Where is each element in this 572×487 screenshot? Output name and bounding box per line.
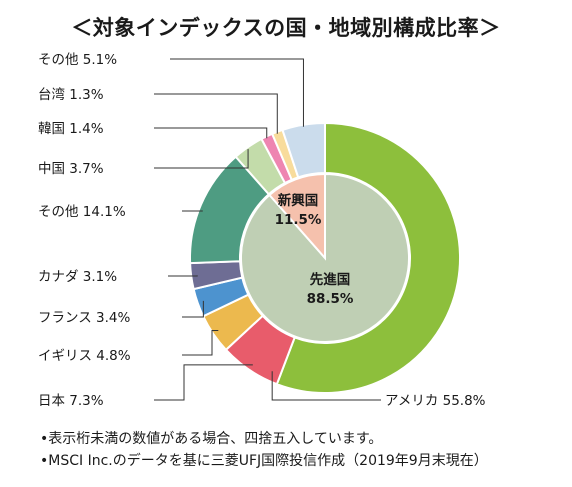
outer-label-6: その他 14.1% [38, 204, 126, 220]
outer-label-7: 中国 3.7% [38, 161, 104, 177]
inner-label-2: 新興国 11.5% [275, 192, 322, 228]
inner-slice-2 [268, 172, 326, 261]
footnote-rounding: •表示桁未満の数値がある場合、四捨五入しています。 [40, 431, 383, 447]
leader-line-9 [154, 93, 278, 134]
outer-label-9: 台湾 1.3% [38, 86, 104, 103]
leader-line-3 [182, 330, 219, 356]
chart-title: ＜対象インデックスの国・地域別構成比率＞ [71, 16, 501, 40]
outer-label-5: カナダ 3.1% [38, 269, 117, 285]
leader-line-7 [154, 149, 249, 169]
leader-line-1 [271, 371, 381, 401]
leader-line-4 [182, 300, 204, 318]
outer-label-3: イギリス 4.8% [38, 348, 131, 364]
outer-label-4: フランス 3.4% [38, 310, 130, 326]
outer-label-1: アメリカ 55.8% [385, 393, 486, 409]
outer-label-10: その他 5.1% [38, 52, 117, 68]
outer-label-2: 日本 7.3% [38, 393, 104, 409]
inner-label-1: 先進国 88.5% [307, 271, 354, 307]
outer-label-8: 韓国 1.4% [38, 121, 104, 137]
leader-line-8 [154, 127, 268, 139]
footnote-source: •MSCI Inc.のデータを基に三菱UFJ国際投信作成（2019年9月末現在） [40, 453, 488, 469]
footnotes: •表示桁未満の数値がある場合、四捨五入しています。 •MSCI Inc.のデータ… [40, 428, 488, 472]
leader-line-5 [168, 275, 198, 277]
leader-line-2 [154, 364, 253, 401]
leader-line-10 [170, 58, 304, 127]
